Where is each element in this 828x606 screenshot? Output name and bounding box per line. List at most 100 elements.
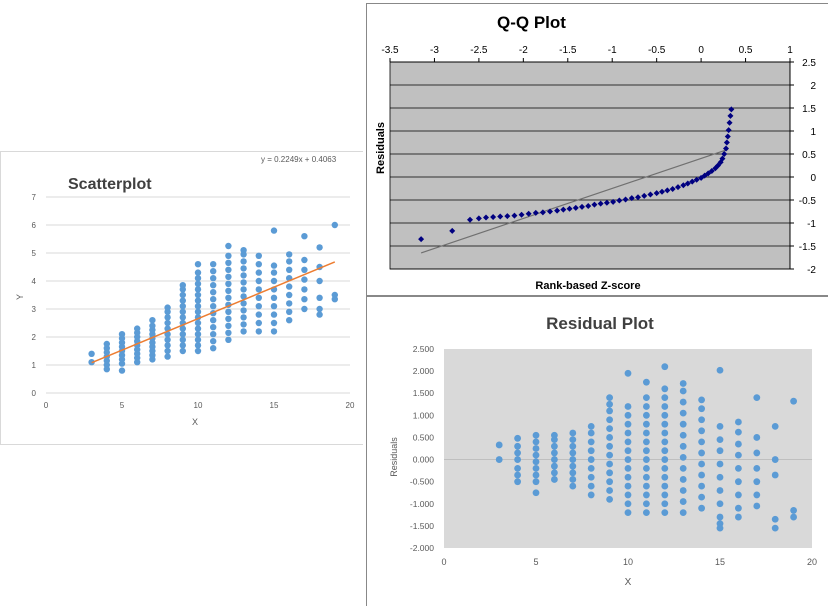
residual-point bbox=[698, 405, 705, 413]
residual-plot-panel: Residual Plot X Residuals 2.500 2.000 1.50… bbox=[366, 296, 828, 606]
scatter-point bbox=[179, 291, 186, 299]
residual-plot-y-label: Residuals bbox=[389, 437, 399, 477]
scatter-point bbox=[194, 261, 202, 268]
qq-point bbox=[719, 155, 726, 162]
scatter-point bbox=[301, 296, 308, 303]
residual-point bbox=[514, 449, 521, 457]
qq-plot-chart: Q-Q Plot Rank-based Z-score Residuals 2.… bbox=[375, 13, 816, 292]
qq-plot-border bbox=[389, 61, 791, 270]
scatter-point bbox=[210, 261, 217, 268]
qq-point bbox=[675, 184, 681, 191]
scatter-point bbox=[301, 233, 308, 240]
scatter-point bbox=[164, 336, 171, 343]
residual-point bbox=[643, 420, 650, 428]
residual-point bbox=[532, 465, 540, 472]
qq-point bbox=[721, 151, 728, 157]
scatter-point bbox=[179, 336, 186, 343]
residual-point bbox=[606, 407, 613, 415]
qq-point bbox=[723, 145, 729, 152]
residual-point bbox=[624, 456, 632, 463]
residual-point bbox=[716, 366, 724, 374]
residual-point bbox=[624, 429, 632, 437]
qq-point bbox=[724, 133, 731, 140]
qq-point bbox=[680, 182, 687, 189]
scatter-point bbox=[134, 325, 141, 332]
residual-point bbox=[679, 420, 687, 428]
qq-point bbox=[641, 192, 648, 199]
residual-point bbox=[735, 491, 742, 499]
scatter-point bbox=[164, 319, 171, 327]
scatter-point bbox=[301, 266, 308, 273]
scatter-point bbox=[270, 227, 278, 234]
residual-point bbox=[569, 469, 577, 477]
residual-y-tick: -1.000 bbox=[410, 499, 434, 509]
qq-point bbox=[635, 194, 641, 201]
residual-point bbox=[587, 482, 595, 490]
residual-point bbox=[679, 476, 687, 483]
residual-plot-title: Residual Plot bbox=[546, 314, 654, 333]
qq-point bbox=[610, 198, 617, 205]
residual-point bbox=[716, 520, 724, 528]
scatter-point bbox=[225, 322, 232, 329]
qq-y-tick: 0.5 bbox=[802, 150, 816, 161]
residual-point bbox=[569, 462, 577, 470]
residual-y-tick: 0.000 bbox=[413, 455, 435, 465]
scatter-point bbox=[286, 266, 293, 273]
qq-point bbox=[616, 197, 623, 204]
scatter-point bbox=[331, 291, 338, 299]
residual-point bbox=[661, 411, 669, 419]
scatter-point bbox=[316, 311, 323, 318]
residual-point bbox=[606, 394, 613, 402]
qq-x-tick: 0 bbox=[698, 45, 704, 56]
scatter-point bbox=[210, 324, 217, 331]
residual-point bbox=[716, 422, 724, 430]
residual-point bbox=[716, 436, 724, 444]
residual-point bbox=[569, 449, 577, 457]
qq-point bbox=[628, 195, 635, 202]
scatter-point bbox=[194, 319, 202, 327]
residual-point bbox=[606, 487, 613, 494]
residual-point bbox=[735, 504, 742, 512]
qq-point bbox=[418, 236, 425, 243]
scatter-point bbox=[270, 277, 278, 285]
residual-point bbox=[698, 416, 705, 424]
scatter-point bbox=[118, 367, 126, 374]
residual-y-tick: 2.000 bbox=[413, 366, 435, 376]
scatter-x-tick: 15 bbox=[270, 401, 279, 410]
scatter-point bbox=[286, 300, 293, 307]
residual-y-tick: -1.500 bbox=[410, 521, 434, 531]
residual-point bbox=[532, 471, 540, 479]
qq-point bbox=[723, 139, 730, 146]
qq-point bbox=[653, 190, 660, 197]
residual-point bbox=[587, 422, 595, 430]
scatter-point bbox=[240, 279, 247, 286]
residual-point bbox=[643, 403, 650, 410]
scatter-y-tick: 1 bbox=[32, 361, 37, 370]
qq-reference-line bbox=[420, 148, 728, 254]
residual-x-tick: 5 bbox=[533, 557, 538, 567]
scatter-y-tick: 7 bbox=[32, 193, 37, 202]
residual-point bbox=[643, 394, 650, 402]
scatter-point bbox=[240, 272, 247, 279]
qq-point bbox=[726, 119, 733, 126]
residual-point bbox=[716, 460, 724, 468]
residual-point bbox=[587, 491, 595, 499]
scatter-point bbox=[270, 319, 278, 327]
residual-point bbox=[606, 451, 613, 459]
residual-y-tick: 2.500 bbox=[413, 344, 435, 354]
residual-point bbox=[551, 476, 558, 483]
scatter-point bbox=[225, 294, 232, 301]
scatterplot-chart: Scatterplot y = 0.2249x + 0.4063 X Y 0 1 2… bbox=[15, 155, 355, 427]
residual-point bbox=[698, 438, 705, 446]
scatter-point bbox=[194, 275, 202, 282]
scatter-point bbox=[270, 294, 278, 301]
residual-point bbox=[643, 447, 650, 455]
residual-point bbox=[643, 411, 650, 419]
scatter-point bbox=[149, 322, 156, 329]
residual-point bbox=[661, 491, 669, 499]
scatter-point bbox=[179, 303, 186, 310]
scatter-point bbox=[240, 328, 247, 335]
residual-point bbox=[753, 465, 761, 472]
qq-y-tick: 0 bbox=[810, 173, 816, 184]
scatter-point bbox=[194, 303, 202, 310]
